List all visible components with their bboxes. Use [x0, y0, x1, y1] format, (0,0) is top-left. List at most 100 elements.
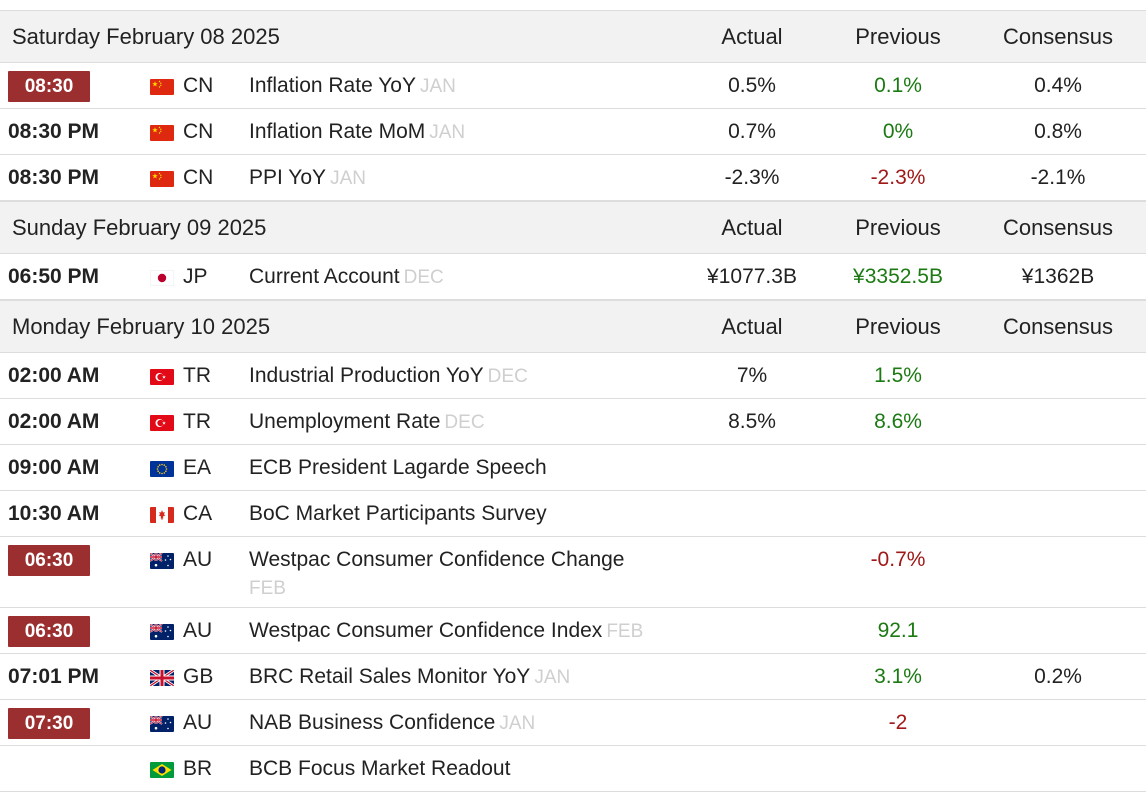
previous-value: 3.1%: [874, 665, 922, 688]
country-code: AU: [183, 619, 213, 642]
event-time: 07:01 PM: [8, 665, 100, 688]
day-header: Saturday February 08 2025 Actual Previous C…: [0, 10, 1146, 63]
event-name-link[interactable]: BRC Retail Sales Monitor YoY: [249, 665, 531, 688]
flag-au-icon: [150, 624, 174, 640]
column-header-previous[interactable]: Previous: [855, 314, 941, 339]
event-name-link[interactable]: PPI YoY: [249, 166, 327, 189]
event-row[interactable]: 02:00 AM TR Unemployment Rate DEC 8.5% 8.6%: [0, 399, 1146, 445]
event-time: 06:50 PM: [8, 265, 100, 288]
event-period: JAN: [330, 168, 366, 189]
event-name-link[interactable]: Westpac Consumer Confidence Index: [249, 619, 603, 642]
previous-value: -2: [888, 711, 908, 734]
column-header-consensus[interactable]: Consensus: [1002, 314, 1114, 339]
flag-gb-icon: [150, 670, 174, 686]
event-row[interactable]: 06:30 PM AU Westpac Consumer Confidence In…: [0, 608, 1146, 673]
previous-value: -2.3%: [870, 166, 926, 189]
event-name-link[interactable]: BoC Market Participants Survey: [249, 502, 547, 525]
event-name-cell[interactable]: BoC Market Participants Survey: [249, 500, 679, 528]
event-name-cell[interactable]: NAB Business Confidence JAN: [249, 709, 679, 738]
event-name-cell[interactable]: PPI YoY JAN: [249, 164, 679, 193]
country-code: GB: [183, 665, 214, 688]
event-time: 02:00 AM: [8, 410, 100, 433]
event-name-link[interactable]: BCB Focus Market Readout: [249, 757, 511, 780]
event-name-cell[interactable]: Unemployment Rate DEC: [249, 408, 679, 437]
column-header-actual[interactable]: Actual: [721, 215, 783, 240]
event-row[interactable]: 10:30 AM CA BoC Market Participants Survey: [0, 491, 1146, 537]
event-row[interactable]: 09:00 AM EA ECB President Lagarde Speech: [0, 445, 1146, 491]
event-row[interactable]: 07:30 PM AU NAB Business Confidence JAN -2: [0, 700, 1146, 765]
event-time-badge: 08:30 PM: [8, 71, 90, 128]
column-header-actual[interactable]: Actual: [721, 314, 783, 339]
event-time: 10:30 AM: [8, 502, 100, 525]
event-period: JAN: [534, 667, 571, 688]
actual-value: -2.3%: [724, 166, 780, 189]
column-header-consensus[interactable]: Consensus: [1002, 215, 1114, 240]
country-code: CN: [183, 166, 214, 189]
country-code: AU: [183, 548, 213, 571]
event-name-link[interactable]: Inflation Rate YoY: [249, 74, 416, 97]
column-header-actual[interactable]: Actual: [721, 24, 783, 49]
day-header: Sunday February 09 2025 Actual Previous Con…: [0, 201, 1146, 254]
event-name-cell[interactable]: Inflation Rate MoM JAN: [249, 118, 679, 147]
event-time-badge: 07:30 PM: [8, 708, 90, 765]
flag-br-icon: [150, 762, 174, 778]
day-title: Saturday February 08 2025: [12, 24, 280, 49]
event-time: 09:00 AM: [8, 456, 100, 479]
event-name-link[interactable]: Westpac Consumer Confidence Change: [249, 548, 625, 571]
country-code: TR: [183, 364, 211, 387]
actual-value: 7%: [736, 364, 768, 387]
consensus-value: -2.1%: [1030, 166, 1086, 189]
event-row[interactable]: 07:01 PM GB BRC Retail Sales Monitor YoY JA…: [0, 654, 1146, 700]
event-name-cell[interactable]: BRC Retail Sales Monitor YoY JAN: [249, 663, 679, 692]
event-row[interactable]: 06:30 PM AU Westpac Consumer Confidence Ch…: [0, 537, 1146, 608]
event-name-link[interactable]: ECB President Lagarde Speech: [249, 456, 547, 479]
flag-cn-icon: [150, 171, 174, 187]
column-header-previous[interactable]: Previous: [855, 215, 941, 240]
previous-value: 8.6%: [874, 410, 922, 433]
event-name-link[interactable]: Unemployment Rate: [249, 410, 441, 433]
previous-value: 0%: [882, 120, 914, 143]
event-name-cell[interactable]: Inflation Rate YoY JAN: [249, 72, 679, 101]
event-name-link[interactable]: Current Account: [249, 265, 400, 288]
event-name-link[interactable]: Industrial Production YoY: [249, 364, 484, 387]
event-row[interactable]: 08:30 PM CN Inflation Rate MoM JAN 0.7% 0% 0.8…: [0, 109, 1146, 155]
event-period: FEB: [606, 621, 644, 642]
event-name-cell[interactable]: Industrial Production YoY DEC: [249, 362, 679, 391]
flag-tr-icon: [150, 415, 174, 431]
actual-value: 0.7%: [728, 120, 776, 143]
country-code: CN: [183, 74, 214, 97]
consensus-value: 0.4%: [1034, 74, 1082, 97]
event-name-cell[interactable]: BCB Focus Market Readout: [249, 755, 679, 783]
country-code: EA: [183, 456, 212, 479]
country-code: TR: [183, 410, 211, 433]
flag-ca-icon: [150, 507, 174, 523]
actual-value: 8.5%: [728, 410, 776, 433]
event-name-cell[interactable]: ECB President Lagarde Speech: [249, 454, 679, 482]
event-name-link[interactable]: Inflation Rate MoM: [249, 120, 426, 143]
previous-value: 92.1: [877, 619, 919, 642]
country-code: JP: [183, 265, 208, 288]
flag-au-icon: [150, 716, 174, 732]
column-header-previous[interactable]: Previous: [855, 24, 941, 49]
event-name-cell[interactable]: Westpac Consumer Confidence Index FEB: [249, 617, 679, 646]
actual-value: ¥1077.3B: [707, 265, 797, 288]
flag-tr-icon: [150, 369, 174, 385]
event-row[interactable]: 08:30 PM CN PPI YoY JAN -2.3% -2.3% -2.1%: [0, 155, 1146, 201]
previous-value: 1.5%: [874, 364, 922, 387]
day-title: Monday February 10 2025: [12, 314, 271, 339]
event-row[interactable]: BR BCB Focus Market Readout: [0, 746, 1146, 792]
event-row[interactable]: 06:50 PM JP Current Account DEC ¥1077.3B ¥335…: [0, 254, 1146, 300]
event-row[interactable]: 02:00 AM TR Industrial Production YoY DEC 7%…: [0, 353, 1146, 399]
flag-eu-icon: [150, 461, 174, 477]
event-row[interactable]: 08:30 PM CN Inflation Rate YoY JAN 0.5% 0.1% 0…: [0, 63, 1146, 128]
event-name-link[interactable]: NAB Business Confidence: [249, 711, 496, 734]
event-name-cell[interactable]: Current Account DEC: [249, 263, 679, 292]
country-code: CA: [183, 502, 213, 525]
event-period: DEC: [444, 412, 485, 433]
country-code: CN: [183, 120, 214, 143]
event-name-cell[interactable]: Westpac Consumer Confidence Change FEB: [249, 546, 679, 603]
previous-value: -0.7%: [870, 548, 926, 571]
column-header-consensus[interactable]: Consensus: [1002, 24, 1114, 49]
event-period: FEB: [249, 578, 286, 599]
